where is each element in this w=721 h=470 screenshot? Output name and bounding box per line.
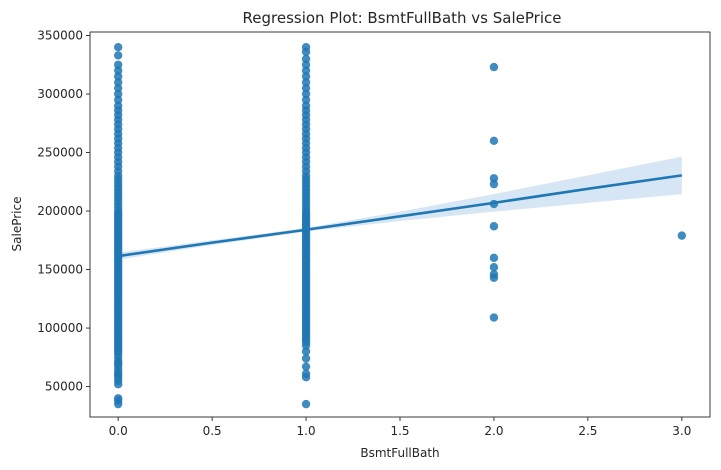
x-axis: 0.0 0.5 1.0 1.5 2.0 2.5 3.0 — [109, 417, 691, 438]
x-tick-label: 1.5 — [390, 424, 409, 438]
x-tick-label: 2.5 — [578, 424, 597, 438]
scatter-point — [113, 89, 123, 99]
scatter-point — [489, 62, 499, 72]
scatter-point — [301, 72, 311, 81]
scatter-point — [489, 270, 499, 279]
scatter-point — [301, 78, 311, 87]
scatter-point — [113, 51, 123, 60]
scatter-point — [113, 83, 123, 93]
x-axis-title: BsmtFullBath — [360, 446, 439, 460]
scatter-point — [301, 354, 311, 363]
y-tick-label: 50000 — [45, 380, 83, 394]
scatter-point — [113, 43, 123, 52]
scatter-point — [489, 222, 499, 231]
scatter-point — [489, 253, 499, 263]
scatter-point — [301, 83, 311, 93]
scatter-point — [489, 136, 499, 146]
y-tick-label: 350000 — [37, 29, 83, 43]
scatter-point — [301, 347, 311, 356]
scatter-point — [301, 399, 311, 409]
scatter-point — [301, 54, 311, 64]
x-tick-label: 0.0 — [109, 424, 128, 438]
y-tick-label: 150000 — [37, 263, 83, 277]
regression-line — [117, 174, 683, 258]
scatter-point — [301, 101, 311, 110]
plot-frame — [89, 31, 711, 418]
x-tick-label: 0.5 — [203, 424, 222, 438]
y-tick-label: 250000 — [37, 146, 83, 160]
scatter-point — [301, 89, 311, 99]
y-tick-label: 300000 — [37, 87, 83, 101]
x-tick-label: 2.0 — [484, 424, 503, 438]
scatter-point — [113, 101, 123, 110]
scatter-point — [489, 263, 499, 272]
scatter-point — [113, 78, 123, 87]
x-tick-label: 3.0 — [672, 424, 691, 438]
scatter-point — [301, 43, 311, 52]
scatter-point — [113, 66, 123, 75]
y-axis-title: SalePrice — [10, 197, 24, 252]
chart-title: Regression Plot: BsmtFullBath vs SalePri… — [243, 9, 562, 27]
scatter-point — [489, 174, 499, 183]
scatter-point — [113, 60, 123, 69]
scatter-point — [113, 394, 123, 403]
scatter-point — [489, 179, 499, 189]
x-tick-label: 1.0 — [297, 424, 316, 438]
y-axis: 50000 100000 150000 200000 250000 300000 35000… — [37, 29, 90, 394]
regression-line-layer — [117, 174, 683, 258]
scatter-point — [301, 95, 311, 105]
points-layer — [113, 43, 687, 409]
scatter-point — [677, 231, 687, 240]
scatter-point — [301, 60, 311, 69]
y-tick-label: 200000 — [37, 204, 83, 218]
scatter-point — [113, 95, 123, 105]
scatter-point — [301, 369, 311, 378]
scatter-point — [113, 72, 123, 81]
scatter-point — [301, 66, 311, 75]
scatter-point — [301, 362, 311, 371]
scatter-point — [489, 313, 499, 322]
y-tick-label: 100000 — [37, 321, 83, 335]
